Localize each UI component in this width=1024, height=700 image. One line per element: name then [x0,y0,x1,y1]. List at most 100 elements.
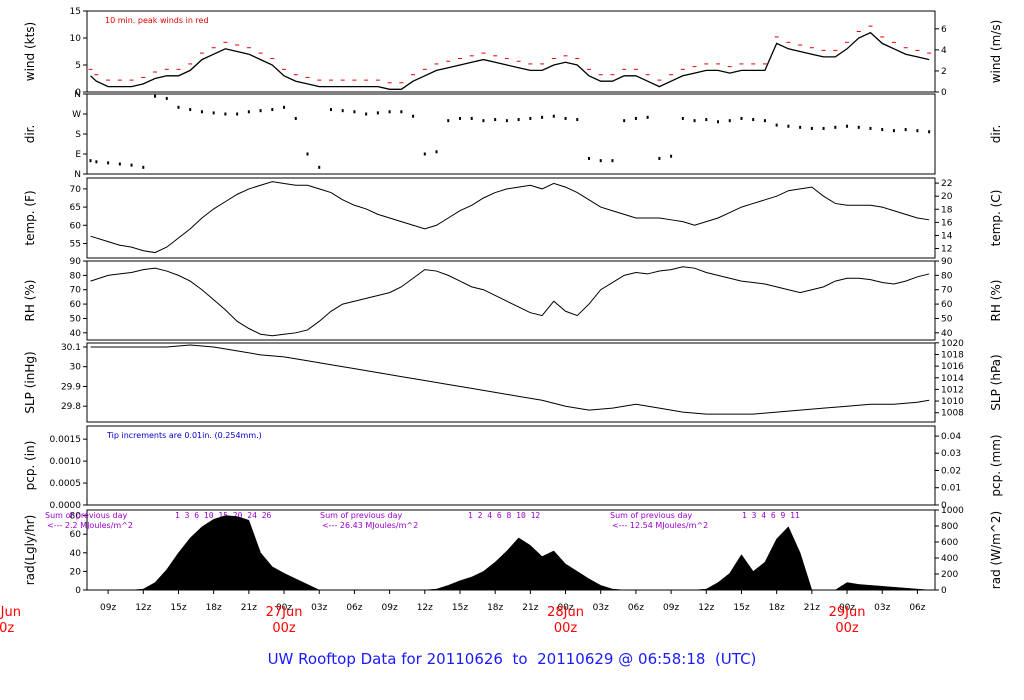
wind-line [90,31,930,90]
x-tick-label: 21z [241,603,257,613]
dir-point [458,116,461,120]
dir-point [329,108,332,112]
rh-ytick-right-label: 60 [941,300,953,310]
dir-point [482,119,485,123]
rad-daily-sum-value: <--- 12.54 MJoules/m^2 [612,521,708,530]
x-tick-label: 09z [100,603,116,613]
wind-ylabel: wind (kts) [23,22,37,81]
rad-ytick-right-label: 1000 [941,506,964,516]
slp-ytick-label: 29.8 [61,402,81,412]
dir-point [799,125,802,129]
dir-point [388,110,391,114]
dir-point [611,159,614,163]
rh-ylabel: RH (%) [23,280,37,322]
slp-ytick-right-label: 1020 [941,339,964,349]
wind-ytick-right-label: 4 [941,46,947,56]
temp-ytick-label: 65 [70,203,81,213]
dir-point [517,118,520,122]
rh-ytick-right-label: 80 [941,271,953,281]
dir-point [541,115,544,119]
dir-point [681,116,684,120]
dir-point [142,165,145,169]
slp-ytick-label: 29.9 [61,382,81,392]
rad-daily-sum-title: Sum of previous day [320,511,402,520]
temp-ytick-right-label: 16 [941,218,953,228]
day-label-time: 00z [272,621,296,636]
temp-ylabel: temp. (F) [23,190,37,245]
dir-ytick-label: N [74,170,81,180]
dir-point [259,109,262,113]
x-tick-label: 03z [874,603,890,613]
dir-point [412,114,415,118]
slp-ytick-right-label: 1016 [941,362,964,372]
dir-point [693,119,696,123]
dir-point [200,110,203,114]
dir-ytick-label: S [75,130,81,140]
dir-point [376,111,379,115]
temp-ytick-right-label: 22 [941,179,952,189]
footer-title: UW Rooftop Data for 20110626 to 20110629… [0,650,1024,668]
dir-point [810,126,813,130]
x-tick-label: 09z [663,603,679,613]
dir-ytick-label: W [72,110,81,120]
dir-point [423,152,426,156]
dir-point [236,112,239,116]
rad-ytick-label: 80 [70,512,82,522]
rad-ytick-right-label: 0 [941,586,947,596]
x-tick-label: 12z [417,603,433,613]
rad-hour-markers: 1 3 4 6 9 11 [742,511,800,520]
pcp-ytick-label: 0.0015 [50,435,82,445]
rh-line [90,266,930,337]
footer-end-date: 20110629 [537,650,614,668]
dir-point [928,130,931,134]
pcp-ytick-label: 0.0010 [50,457,82,467]
dir-point [271,108,274,112]
pcp-ytick-right-label: 0 [941,501,947,511]
temp-ytick-right-label: 12 [941,245,952,255]
wind-ylabel-right: wind (m/s) [989,20,1003,84]
wind-ytick-right-label: 0 [941,88,947,98]
dir-panel-frame [86,93,936,175]
rad-ytick-right-label: 200 [941,570,958,580]
day-label-date: 27Jun [266,605,303,620]
dir-point [834,125,837,129]
footer-prefix: UW Rooftop Data for [267,650,427,668]
temp-line [90,181,930,254]
x-tick-label: 12z [135,603,151,613]
wind-ytick-label: 15 [70,7,81,17]
dir-point [775,123,778,127]
x-tick-label: 00z [276,603,292,613]
dir-ylabel: dir. [23,125,37,144]
dir-point [892,129,895,133]
dir-point [599,159,602,163]
dir-point [165,96,168,100]
dir-point [634,116,637,120]
slp-panel-frame [86,342,936,423]
x-tick-label: 15z [733,603,749,613]
day-label-time: 00z [554,621,578,636]
dir-point [846,124,849,128]
rh-panel-frame [86,260,936,341]
day-label-time: 00z [0,621,14,636]
rh-ytick-right-label: 70 [941,286,953,296]
x-tick-label: 06z [628,603,644,613]
wind-ytick-right-label: 2 [941,67,947,77]
pcp-panel-frame [86,425,936,506]
dir-point [400,110,403,114]
dir-point [341,109,344,113]
rad-ytick-label: 60 [70,530,82,540]
rh-ytick-right-label: 90 [941,257,953,267]
slp-ytick-right-label: 1018 [941,350,964,360]
x-tick-label: 21z [804,603,820,613]
slp-ytick-right-label: 1012 [941,385,964,395]
rh-ytick-label: 80 [70,271,82,281]
dir-point [670,154,673,158]
rad-daily-sum-value: <--- 26.43 MJoules/m^2 [322,521,418,530]
dir-point [658,156,661,160]
dir-point [646,115,649,119]
dir-point [740,116,743,120]
day-label-date: 29Jun [829,605,866,620]
dir-point [576,118,579,122]
dir-point [552,114,555,118]
dir-point [763,119,766,123]
